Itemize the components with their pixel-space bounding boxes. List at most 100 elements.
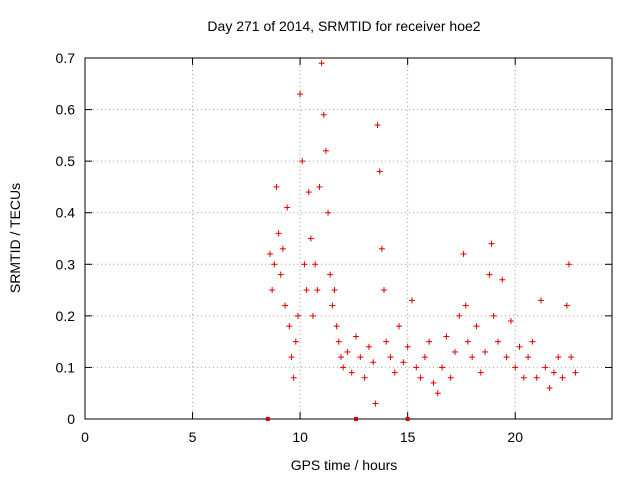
data-point [286,323,293,330]
data-point [331,287,338,294]
data-point [426,338,433,345]
y-tick-label: 0.5 [56,153,76,169]
data-point [273,183,280,190]
data-point [294,312,301,319]
data-point [383,338,390,345]
data-point [529,338,536,345]
data-point [494,338,501,345]
data-point [305,189,312,196]
data-point [299,158,306,165]
data-point [443,333,450,340]
data-point [456,312,463,319]
data-point [477,369,484,376]
x-tick-label: 20 [507,429,523,445]
data-point [301,261,308,268]
data-points [265,60,579,421]
x-axis-label: GPS time / hours [291,457,398,473]
data-point [344,348,351,355]
data-point [314,287,321,294]
data-point [555,354,562,361]
data-point [413,364,420,371]
data-point [542,364,549,371]
data-point [292,338,299,345]
data-point [503,354,510,361]
data-point [269,287,276,294]
data-point [348,369,355,376]
y-tick-label: 0 [67,411,75,427]
data-point [451,348,458,355]
data-point [490,312,497,319]
data-point [307,235,314,242]
data-point [378,245,385,252]
y-tick-label: 0.3 [56,256,76,272]
y-tick-label: 0.7 [56,50,76,66]
data-point [533,374,540,381]
data-point [550,369,557,376]
data-point [572,369,579,376]
grid-lines [85,58,612,419]
data-point [516,343,523,350]
plot-frame [84,57,613,420]
data-point [559,374,566,381]
data-point [316,183,323,190]
data-point [333,323,340,330]
data-point [499,276,506,283]
data-point [404,343,411,350]
zero-marker [405,417,410,421]
data-point [275,230,282,237]
data-point [387,354,394,361]
data-point [266,250,273,257]
data-point [353,333,360,340]
tick-labels: 0 0.1 0.2 0.3 0.4 0.5 0.6 0.7 0 5 10 15 20 [56,50,524,445]
data-point [391,369,398,376]
data-point [568,354,575,361]
data-point [282,302,289,309]
data-point [325,209,332,216]
data-point [396,323,403,330]
data-point [322,147,329,154]
y-tick-label: 0.6 [56,102,76,118]
y-axis-label: SRMTID / TECUs [7,183,23,293]
x-tick-label: 0 [81,429,89,445]
y-tick-label: 0.4 [56,205,76,221]
data-point [473,323,480,330]
data-point [329,302,336,309]
data-point [312,261,319,268]
data-point [297,91,304,98]
data-point [361,374,368,381]
plot-border [84,57,613,420]
x-tick-label: 15 [400,429,416,445]
data-point [546,385,553,392]
data-point [486,271,493,278]
data-point [372,400,379,407]
data-point [374,122,381,129]
data-point [380,287,387,294]
data-point [357,354,364,361]
data-point [460,250,467,257]
chart-title: Day 271 of 2014, SRMTID for receiver hoe… [207,18,480,34]
data-point [430,379,437,386]
data-point [337,354,344,361]
data-point [290,374,297,381]
tick-marks [84,57,612,420]
x-tick-label: 10 [292,429,308,445]
data-point [565,261,572,268]
data-point [507,318,514,325]
y-tick-label: 0.2 [56,308,76,324]
data-point [303,287,310,294]
data-point [482,348,489,355]
data-point [340,364,347,371]
data-point [320,111,327,118]
data-point [376,168,383,175]
data-point [365,343,372,350]
data-point [288,354,295,361]
x-tick-label: 5 [189,429,197,445]
zero-marker [354,417,359,421]
data-point [447,374,454,381]
data-point [408,297,415,304]
data-point [310,312,317,319]
data-point [417,374,424,381]
data-point [279,245,286,252]
data-point [563,302,570,309]
